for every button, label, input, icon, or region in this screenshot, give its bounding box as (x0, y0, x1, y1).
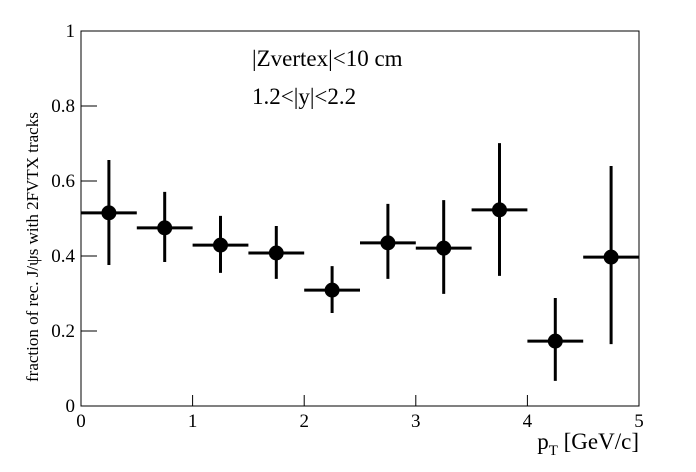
annotation: 1.2<|y|<2.2 (252, 84, 356, 109)
x-label-part: [GeV/c] (558, 429, 639, 454)
x-tick-label: 4 (523, 411, 533, 432)
plot-frame (80, 30, 640, 407)
y-tick-label: 0.2 (51, 321, 75, 342)
point (547, 333, 563, 349)
x-tick-label: 5 (634, 411, 644, 432)
point (101, 205, 117, 221)
point (157, 220, 173, 236)
y-tick-label: 0 (66, 396, 76, 417)
y-tick-label: 0.4 (51, 246, 75, 267)
x-tick-label: 3 (411, 411, 421, 432)
x-label-subscript: T (549, 443, 558, 459)
point (603, 249, 619, 265)
point (436, 240, 452, 256)
x-label-part: p (537, 429, 549, 454)
point (268, 245, 284, 261)
x-tick-label: 1 (188, 411, 198, 432)
point (324, 282, 340, 298)
y-tick-label: 1 (66, 21, 76, 42)
x-axis-label: pT [GeV/c] (537, 429, 639, 459)
point (380, 235, 396, 251)
y-axis-label: fraction of rec. J/ψs with 2FVTX tracks (23, 112, 42, 382)
y-tick-label: 0.8 (51, 96, 75, 117)
y-tick-label: 0.6 (51, 171, 75, 192)
annotation: |Zvertex|<10 cm (252, 46, 403, 71)
point (492, 202, 507, 218)
point (213, 237, 228, 253)
x-tick-label: 2 (299, 411, 309, 432)
x-tick-label: 0 (76, 411, 86, 432)
